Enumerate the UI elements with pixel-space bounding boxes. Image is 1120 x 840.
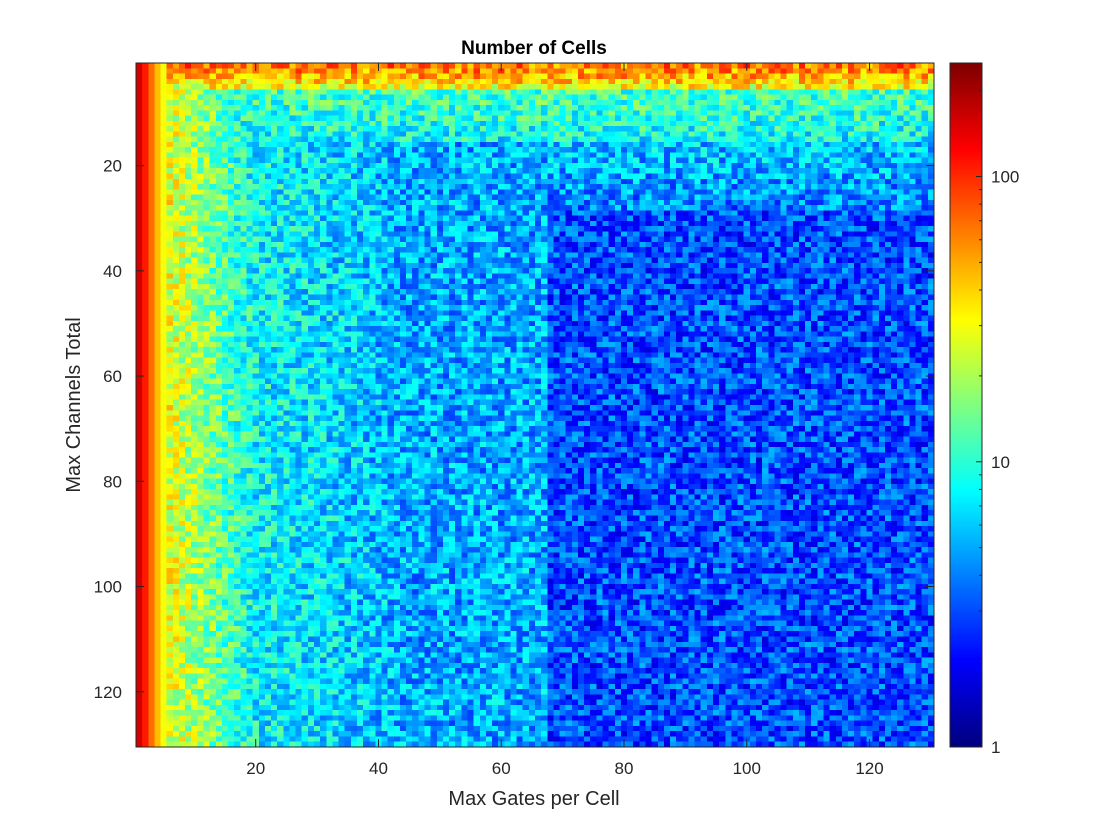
y-tick-label: 40 — [103, 262, 122, 281]
x-tick-label: 80 — [615, 759, 634, 778]
y-axis-ticks: 20 40 60 80 100 120 — [94, 157, 934, 702]
y-tick-label: 120 — [94, 683, 122, 702]
x-axis-ticks: 20 40 60 80 100 120 — [246, 63, 884, 778]
x-tick-label: 120 — [855, 759, 883, 778]
colorbar-ticks: 1 10 100 — [976, 90, 1019, 757]
y-tick-label: 100 — [94, 578, 122, 597]
colorbar-frame — [949, 62, 983, 748]
x-tick-label: 20 — [246, 759, 265, 778]
y-tick-label: 20 — [103, 157, 122, 176]
y-tick-label: 60 — [103, 367, 122, 386]
y-axis-label: Max Channels Total — [63, 317, 85, 492]
x-axis-label: Max Gates per Cell — [448, 788, 619, 810]
chart-title: Number of Cells — [461, 38, 607, 59]
x-tick-label: 40 — [369, 759, 388, 778]
colorbar-tick-label: 100 — [991, 168, 1019, 187]
colorbar-tick-label: 1 — [991, 738, 1000, 757]
x-tick-label: 100 — [733, 759, 761, 778]
x-tick-label: 60 — [492, 759, 511, 778]
colorbar-tick-label: 10 — [991, 453, 1010, 472]
plot-frame — [135, 62, 935, 748]
y-tick-label: 80 — [103, 472, 122, 491]
heatmap-image — [136, 63, 934, 747]
